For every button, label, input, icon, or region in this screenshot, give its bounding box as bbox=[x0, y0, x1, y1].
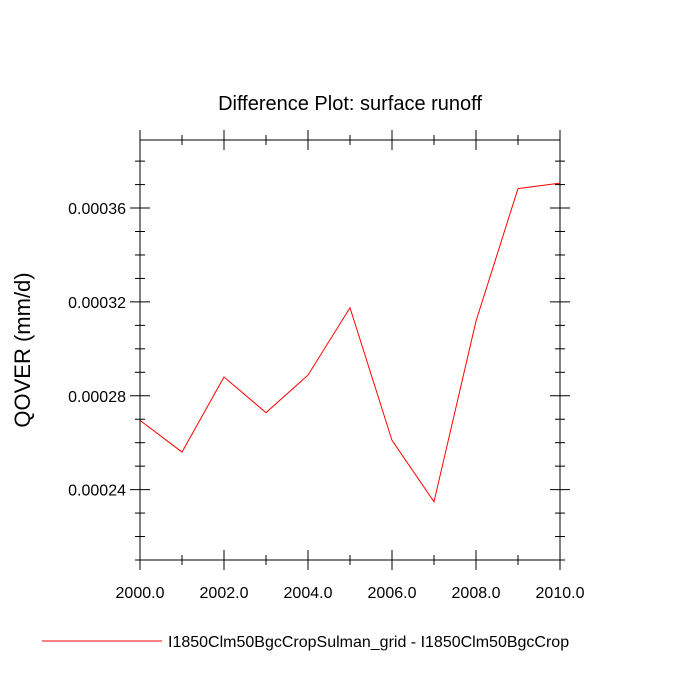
x-tick-label: 2000.0 bbox=[116, 585, 165, 602]
x-tick-label: 2008.0 bbox=[452, 585, 501, 602]
x-tick-label: 2006.0 bbox=[368, 585, 417, 602]
x-tick-label: 2004.0 bbox=[284, 585, 333, 602]
series-layer bbox=[139, 182, 561, 504]
x-tick-label: 2010.0 bbox=[536, 585, 585, 602]
y-tick-label: 0.00036 bbox=[68, 201, 126, 218]
y-tick-label: 0.00028 bbox=[68, 389, 126, 406]
legend: I1850Clm50BgcCropSulman_grid - I1850Clm5… bbox=[42, 634, 569, 651]
y-tick-label: 0.00032 bbox=[68, 295, 126, 312]
y-tick-label: 0.00024 bbox=[68, 483, 126, 500]
axis-ticks bbox=[130, 130, 570, 570]
legend-label: I1850Clm50BgcCropSulman_grid - I1850Clm5… bbox=[168, 634, 569, 651]
plot-frame bbox=[139, 139, 561, 561]
x-tick-label: 2002.0 bbox=[200, 585, 249, 602]
y-axis-label: QOVER (mm/d) bbox=[10, 272, 35, 427]
chart-title: Difference Plot: surface runoff bbox=[218, 93, 482, 115]
series-line bbox=[139, 182, 561, 504]
tick-labels: 2000.0 2002.0 2004.0 2006.0 2008.0 2010.0 0.00… bbox=[68, 201, 584, 602]
